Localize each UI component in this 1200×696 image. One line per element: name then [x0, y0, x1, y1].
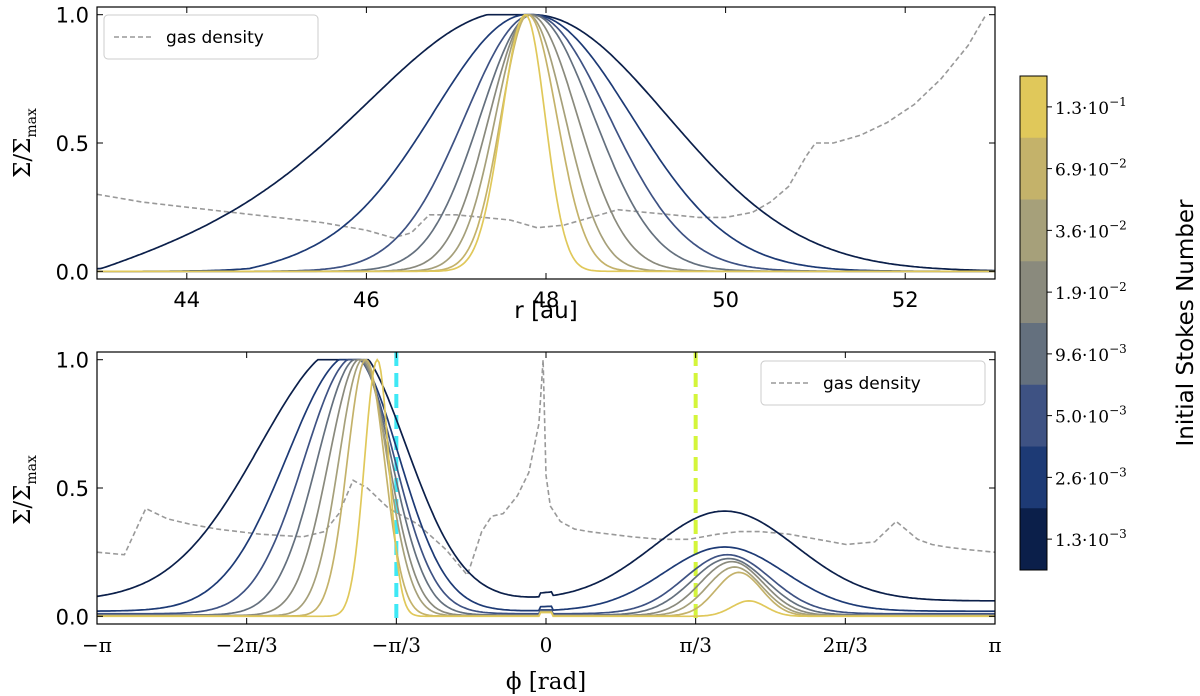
- bottom-ytick-label: 0.0: [56, 605, 89, 629]
- bottom-y-axis-label-main: Σ/Σ: [10, 485, 36, 525]
- colorbar-cell: [1020, 446, 1047, 509]
- colorbar-tick-label: 1.3·10−3: [1055, 527, 1127, 551]
- colorbar-tick-label: 1.9·10−2: [1055, 280, 1127, 304]
- top-xtick-label: 48: [533, 288, 560, 312]
- bottom-xtick-label: −π/3: [372, 633, 421, 657]
- bottom-panel: −π −2π/3 −π/3 0 π/3 2π/3 π 0.0 0.5 1.0 ϕ [rad] Σ/…: [10, 349, 1002, 695]
- bottom-series-1.3e-1: [97, 358, 995, 618]
- top-ytick-label: 0.0: [56, 260, 89, 284]
- top-xtick-label: 52: [892, 288, 919, 312]
- colorbar-cell: [1020, 261, 1047, 324]
- colorbar-tick-label: 5.0·10−3: [1055, 404, 1127, 428]
- top-x-axis-label: r [au]: [514, 298, 577, 324]
- colorbar-cell: [1020, 384, 1047, 447]
- top-legend-label: gas density: [166, 28, 264, 48]
- top-legend: gas density: [103, 14, 319, 60]
- bottom-xtick-label: π/3: [679, 633, 712, 657]
- top-y-axis-label-sub: max: [24, 108, 40, 138]
- colorbar: 1.3·10−1 6.9·10−2 3.6·10−2 1.9·10−2 9.6·10−3…: [1019, 75, 1199, 571]
- colorbar-tick-label: 9.6·10−3: [1055, 342, 1127, 366]
- top-y-axis-label-main: Σ/Σ: [10, 138, 36, 178]
- colorbar-cell: [1020, 137, 1047, 200]
- top-gas-density-line: [97, 14, 987, 239]
- bottom-xtick-label: π: [988, 633, 1001, 657]
- bottom-y-axis-label: Σ/Σmax: [10, 455, 40, 525]
- colorbar-tick-label: 1.3·10−1: [1055, 95, 1127, 119]
- bottom-gas-density-line: [97, 359, 995, 577]
- colorbar-cell: [1020, 199, 1047, 262]
- colorbar-tick-label: 6.9·10−2: [1055, 157, 1127, 181]
- bottom-ytick-label: 1.0: [56, 349, 89, 373]
- bottom-y-axis-label-sub: max: [24, 455, 40, 485]
- bottom-legend: gas density: [760, 360, 986, 406]
- top-xtick-label: 44: [173, 288, 200, 312]
- top-ytick-label: 1.0: [56, 4, 89, 28]
- bottom-series-1.3e-3: [97, 358, 995, 602]
- top-panel: 44 46 48 50 52 0.0 0.5 1.0 r [au] Σ/Σmax gas de…: [10, 4, 996, 324]
- top-xtick-label: 50: [712, 288, 739, 312]
- colorbar-label: Initial Stokes Number: [1173, 199, 1199, 447]
- top-xtick-label: 46: [353, 288, 380, 312]
- colorbar-tick-label: 3.6·10−2: [1055, 218, 1127, 242]
- bottom-xtick-label: 2π/3: [823, 633, 868, 657]
- bottom-xtick-label: −2π/3: [216, 633, 278, 657]
- bottom-series-5.0e-3: [97, 358, 995, 615]
- bottom-xtick-label: 0: [540, 633, 553, 657]
- bottom-legend-label: gas density: [823, 374, 921, 394]
- top-ytick-label: 0.5: [56, 132, 89, 156]
- colorbar-frame: [1019, 75, 1048, 571]
- top-series-1.3e-1: [97, 14, 995, 273]
- bottom-x-axis-label: ϕ [rad]: [506, 669, 586, 695]
- colorbar-cell: [1020, 323, 1047, 386]
- bottom-ytick-label: 0.5: [56, 477, 89, 501]
- bottom-series-2.6e-3: [97, 358, 995, 613]
- colorbar-cell: [1020, 508, 1047, 571]
- top-series-2.6e-3: [97, 13, 995, 273]
- top-y-axis-label: Σ/Σmax: [10, 108, 40, 178]
- colorbar-tick-label: 2.6·10−3: [1055, 465, 1127, 489]
- bottom-xtick-label: −π: [82, 633, 112, 657]
- colorbar-cell: [1020, 76, 1047, 139]
- top-series-1.3e-3: [97, 13, 995, 272]
